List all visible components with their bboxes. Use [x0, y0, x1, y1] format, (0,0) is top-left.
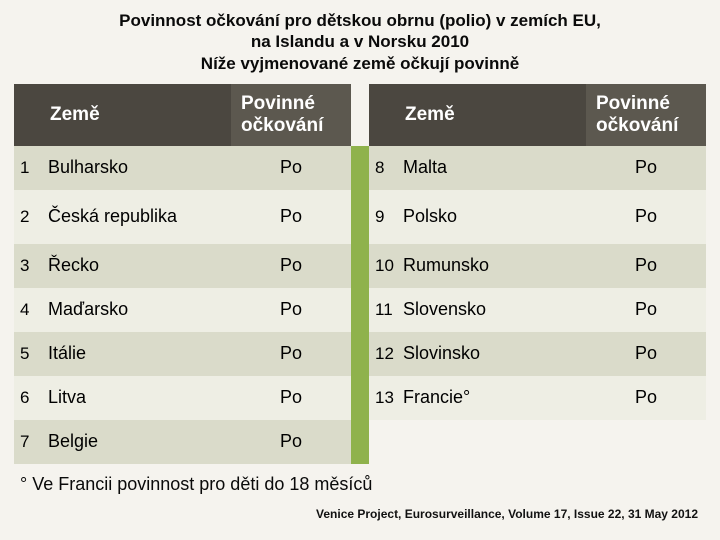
table-row: 9PolskoPo — [369, 190, 706, 244]
right-table: Země Povinné očkování 8MaltaPo9PolskoPo1… — [369, 84, 706, 420]
row-number: 8 — [369, 146, 395, 190]
header-vacc: Povinné očkování — [231, 84, 351, 146]
country-name: Slovinsko — [395, 332, 586, 376]
left-column: Země Povinné očkování 1BulharskoPo2Česká… — [14, 84, 351, 464]
table-row: 8MaltaPo — [369, 146, 706, 190]
vaccination-value: Po — [231, 288, 351, 332]
table-row: 3ŘeckoPo — [14, 244, 351, 288]
table-row: 12SlovinskoPo — [369, 332, 706, 376]
header-vacc-l2: očkování — [241, 115, 323, 136]
slide: Povinnost očkování pro dětskou obrnu (po… — [0, 0, 720, 540]
row-number: 4 — [14, 288, 40, 332]
table-row: 11SlovenskoPo — [369, 288, 706, 332]
row-number: 10 — [369, 244, 395, 288]
row-number: 12 — [369, 332, 395, 376]
country-name: Belgie — [40, 420, 231, 464]
country-name: Bulharsko — [40, 146, 231, 190]
table-header-row: Země Povinné očkování — [369, 84, 706, 146]
vaccination-value: Po — [586, 332, 706, 376]
table-row: 6LitvaPo — [14, 376, 351, 420]
vaccination-value: Po — [586, 244, 706, 288]
vaccination-value: Po — [586, 190, 706, 244]
country-name: Maďarsko — [40, 288, 231, 332]
country-name: Itálie — [40, 332, 231, 376]
table-row: 2Česká republikaPo — [14, 190, 351, 244]
row-number: 6 — [14, 376, 40, 420]
table-header-row: Země Povinné očkování — [14, 84, 351, 146]
vaccination-value: Po — [231, 190, 351, 244]
vaccination-value: Po — [231, 376, 351, 420]
header-country: Země — [395, 84, 586, 146]
row-number: 5 — [14, 332, 40, 376]
table-row: 5ItáliePo — [14, 332, 351, 376]
header-vacc-l1: Povinné — [241, 93, 315, 114]
table-row: 10RumunskoPo — [369, 244, 706, 288]
header-vacc-l1: Povinné — [596, 93, 670, 114]
vaccination-value: Po — [231, 420, 351, 464]
country-name: Litva — [40, 376, 231, 420]
slide-title: Povinnost očkování pro dětskou obrnu (po… — [14, 10, 706, 80]
title-line-1: Povinnost očkování pro dětskou obrnu (po… — [119, 11, 601, 30]
vaccination-value: Po — [231, 332, 351, 376]
header-vacc: Povinné očkování — [586, 84, 706, 146]
row-number: 1 — [14, 146, 40, 190]
table-row: 7BelgiePo — [14, 420, 351, 464]
right-column: Země Povinné očkování 8MaltaPo9PolskoPo1… — [369, 84, 706, 464]
row-number: 2 — [14, 190, 40, 244]
footnote: ° Ve Francii povinnost pro děti do 18 mě… — [14, 464, 706, 499]
vaccination-value: Po — [231, 146, 351, 190]
header-country: Země — [40, 84, 231, 146]
left-table: Země Povinné očkování 1BulharskoPo2Česká… — [14, 84, 351, 464]
country-name: Polsko — [395, 190, 586, 244]
row-number: 9 — [369, 190, 395, 244]
table-row: 13Francie°Po — [369, 376, 706, 420]
title-line-2: na Islandu a v Norsku 2010 — [251, 32, 469, 51]
country-name: Francie° — [395, 376, 586, 420]
country-name: Malta — [395, 146, 586, 190]
green-divider — [351, 146, 369, 464]
vaccination-value: Po — [231, 244, 351, 288]
header-num — [369, 84, 395, 146]
title-line-3: Níže vyjmenované země očkují povinně — [201, 54, 519, 73]
vaccination-value: Po — [586, 146, 706, 190]
vaccination-value: Po — [586, 288, 706, 332]
table-row: 1BulharskoPo — [14, 146, 351, 190]
tables-container: Země Povinné očkování 1BulharskoPo2Česká… — [14, 84, 706, 464]
row-number: 7 — [14, 420, 40, 464]
header-num — [14, 84, 40, 146]
country-name: Slovensko — [395, 288, 586, 332]
header-vacc-l2: očkování — [596, 115, 678, 136]
country-name: Rumunsko — [395, 244, 586, 288]
row-number: 11 — [369, 288, 395, 332]
country-name: Česká republika — [40, 190, 231, 244]
table-row: 4MaďarskoPo — [14, 288, 351, 332]
row-number: 3 — [14, 244, 40, 288]
vaccination-value: Po — [586, 376, 706, 420]
row-number: 13 — [369, 376, 395, 420]
source-citation: Venice Project, Eurosurveillance, Volume… — [14, 499, 706, 521]
country-name: Řecko — [40, 244, 231, 288]
